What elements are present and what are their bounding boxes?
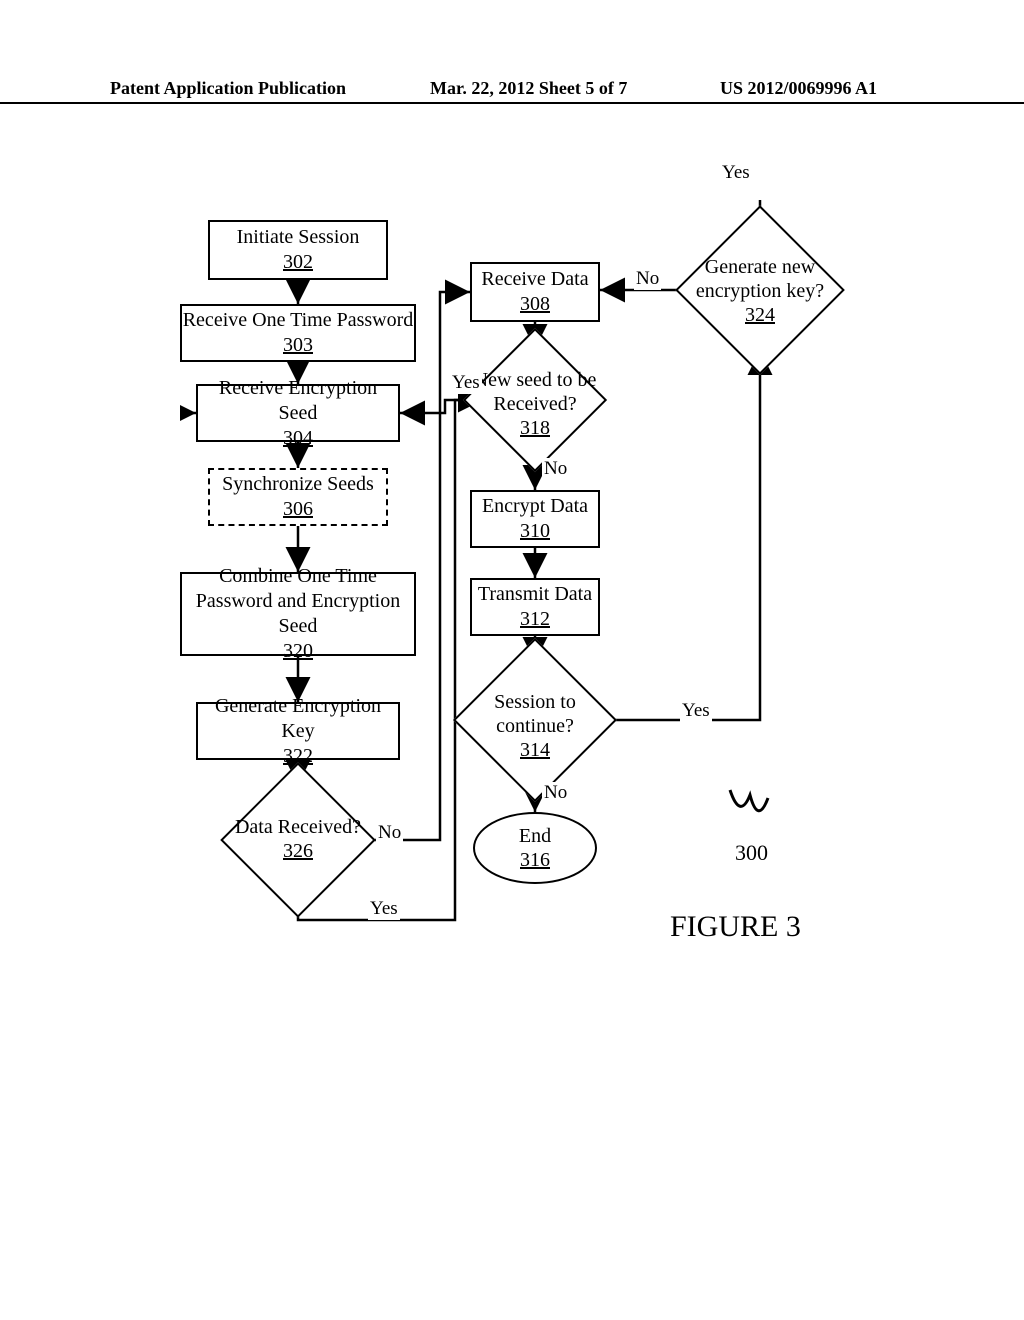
figure-ref: 300 [735,840,768,866]
node-receive-seed: Receive Encryption Seed 304 [196,384,400,442]
figure-caption: FIGURE 3 [670,910,801,944]
label-324-no: No [634,268,661,290]
node-new-seed [463,328,607,472]
node-text: Receive Encryption Seed [198,376,398,426]
node-text: Synchronize Seeds [222,472,374,497]
node-num: 310 [520,519,550,544]
node-text: Receive One Time Password [183,308,414,333]
node-text: Combine One Time Password and Encryption… [182,564,414,639]
label-324-yes: Yes [720,162,752,184]
node-data-received [220,762,376,918]
node-text: Encrypt Data [482,494,588,519]
node-session-continue [453,638,617,802]
label-314-yes: Yes [680,700,712,722]
node-num: 303 [283,333,313,358]
label-318-yes: Yes [450,372,482,394]
node-text: Transmit Data [478,582,592,607]
node-transmit-data: Transmit Data 312 [470,578,600,636]
node-text: Receive Data [481,267,588,292]
header-center: Mar. 22, 2012 Sheet 5 of 7 [430,78,627,99]
label-326-yes: Yes [368,898,400,920]
header-left: Patent Application Publication [110,78,346,99]
node-text: Initiate Session [237,225,360,250]
node-num: 320 [283,639,313,664]
node-encrypt-data: Encrypt Data 310 [470,490,600,548]
node-num: 306 [283,497,313,522]
node-num: 308 [520,292,550,317]
node-initiate-session: Initiate Session 302 [208,220,388,280]
node-num: 312 [520,607,550,632]
node-num: 316 [520,848,550,872]
node-text: Generate Encryption Key [198,694,398,744]
label-314-no: No [542,782,569,804]
page-header: Patent Application Publication Mar. 22, … [0,78,1024,104]
node-receive-data: Receive Data 308 [470,262,600,322]
node-sync-seeds: Synchronize Seeds 306 [208,468,388,526]
label-326-no: No [376,822,403,844]
node-gen-key: Generate Encryption Key 322 [196,702,400,760]
ref-squiggle-icon [720,780,780,840]
node-combine: Combine One Time Password and Encryption… [180,572,416,656]
flowchart: Initiate Session 302 Receive One Time Pa… [180,200,900,1030]
node-gen-new-key [675,205,845,375]
node-num: 304 [283,426,313,451]
header-right: US 2012/0069996 A1 [720,78,877,99]
node-text: End [519,824,551,848]
label-318-no: No [542,458,569,480]
node-num: 302 [283,250,313,275]
node-receive-otp: Receive One Time Password 303 [180,304,416,362]
node-end: End 316 [473,812,597,884]
